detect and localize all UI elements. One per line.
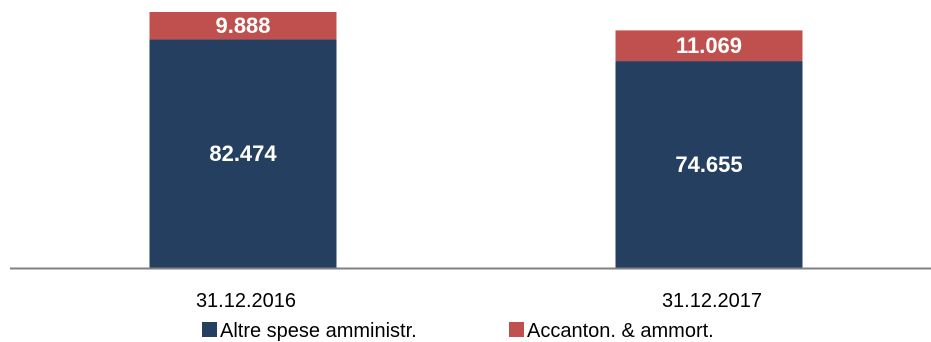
bars-layer xyxy=(149,12,803,268)
legend: Altre spese amministr. Accanton. & ammort… xyxy=(202,320,714,342)
data-label: 11.069 xyxy=(676,33,742,58)
category-label: 31.12.2016 xyxy=(196,290,296,312)
legend-swatch-accanton xyxy=(509,322,524,337)
data-label: 82.474 xyxy=(209,141,277,166)
bar-segment-accanton-1 xyxy=(149,12,337,40)
data-label: 9.888 xyxy=(215,13,270,38)
data-label: 74.655 xyxy=(675,152,742,177)
legend-swatch-altre-spese xyxy=(202,322,217,337)
bar-segment-accanton-2 xyxy=(615,30,803,62)
data-labels-layer: 82.474 9.888 74.655 11.069 xyxy=(209,13,742,177)
bar-segment-altre-spese-1 xyxy=(149,39,337,268)
category-labels-layer: 31.12.2016 31.12.2017 xyxy=(196,290,762,312)
category-label: 31.12.2017 xyxy=(662,290,762,312)
bar-segment-altre-spese-2 xyxy=(615,61,803,268)
legend-label: Altre spese amministr. xyxy=(220,320,417,342)
legend-label: Accanton. & ammort. xyxy=(527,320,714,342)
